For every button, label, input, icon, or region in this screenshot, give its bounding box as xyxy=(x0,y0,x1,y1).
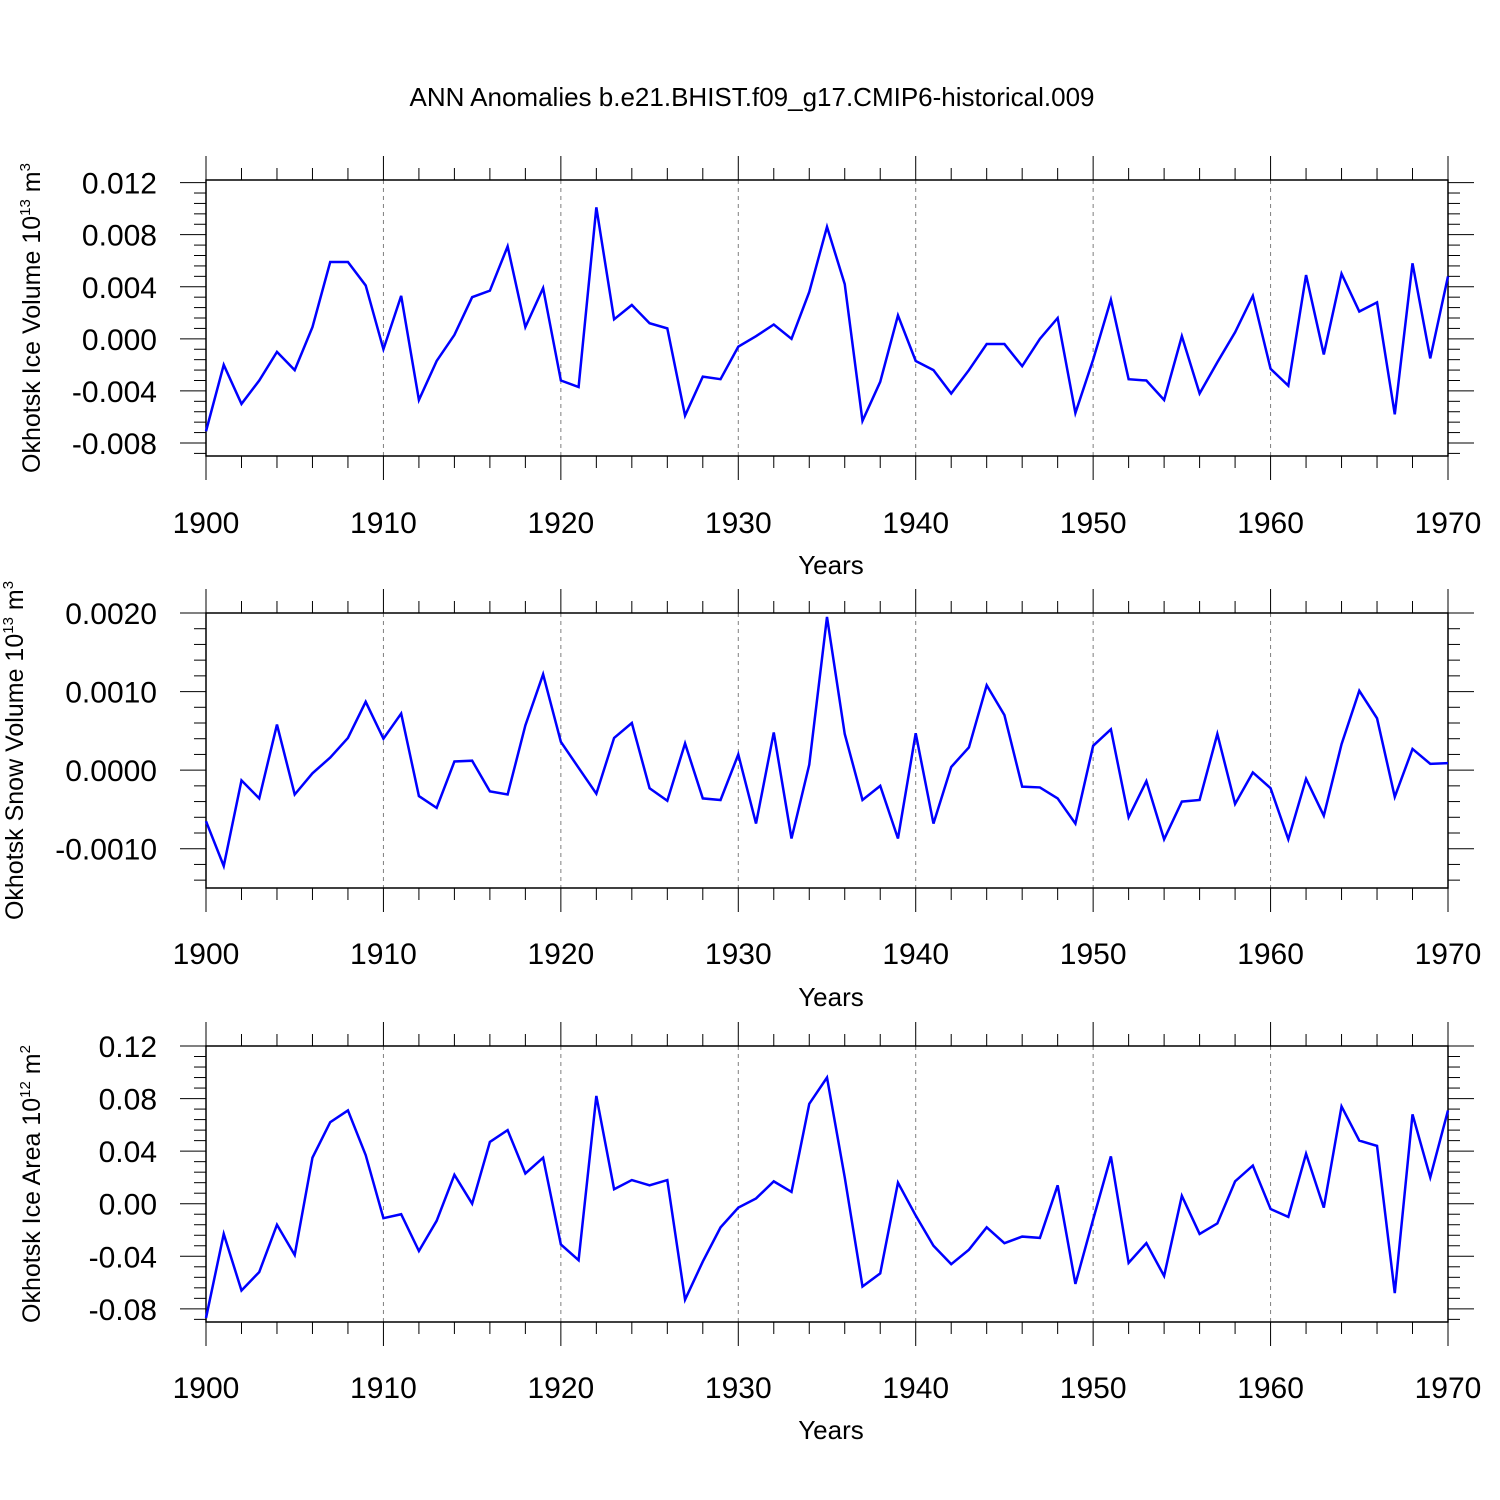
y-tick-label: -0.004 xyxy=(72,376,157,409)
x-tick-label: 1970 xyxy=(1415,507,1482,540)
y-axis-label-unit: m xyxy=(18,1053,46,1081)
y-axis-label-unit-exponent: 3 xyxy=(0,581,17,589)
x-tick-label: 1950 xyxy=(1060,938,1127,971)
x-axis-label: Years xyxy=(798,982,864,1012)
x-tick-label: 1940 xyxy=(882,1372,949,1405)
y-axis-label-unit: m xyxy=(18,171,46,199)
x-tick-label: 1920 xyxy=(527,507,594,540)
y-tick-label: 0.004 xyxy=(82,272,157,305)
plot-frame xyxy=(205,612,1449,889)
y-tick-label: -0.0010 xyxy=(55,834,157,867)
x-tick-label: 1910 xyxy=(350,1372,417,1405)
x-tick-label: 1940 xyxy=(882,938,949,971)
y-axis-label-unit-exponent: 3 xyxy=(17,163,34,171)
y-axis-label-text: Okhotsk Ice Area 10 xyxy=(18,1098,46,1323)
y-tick-label: -0.04 xyxy=(89,1241,157,1274)
x-tick-label: 1960 xyxy=(1237,507,1304,540)
y-tick-label: 0.12 xyxy=(99,1031,157,1064)
y-axis-label-text: Okhotsk Ice Volume 10 xyxy=(18,216,46,473)
y-tick-label: 0.0010 xyxy=(65,677,157,710)
x-tick-label: 1930 xyxy=(705,507,772,540)
x-tick-label: 1950 xyxy=(1060,1372,1127,1405)
series-line-1 xyxy=(204,1074,1450,1319)
y-tick-label: 0.0020 xyxy=(65,598,157,631)
y-tick-label: 0.0000 xyxy=(65,755,157,788)
x-tick-label: 1920 xyxy=(527,1372,594,1405)
x-tick-label: 1920 xyxy=(527,938,594,971)
chart-panel-3: 1900 1910 1920 1930 1940 1950 1960 1970 Years -0.… xyxy=(17,1022,1481,1445)
y-axis-label-exponent: 13 xyxy=(0,617,17,634)
x-tick-label: 1950 xyxy=(1060,507,1127,540)
plot-frame xyxy=(205,1045,1449,1323)
x-tick-label: 1960 xyxy=(1237,938,1304,971)
y-axis-label: Okhotsk Ice Volume 1013 m3 xyxy=(17,163,46,473)
x-tick-label: 1900 xyxy=(173,507,240,540)
y-axis-label-exponent: 12 xyxy=(17,1081,34,1098)
y-axis-label: Okhotsk Snow Volume 1013 m3 xyxy=(0,581,29,920)
x-tick-label: 1900 xyxy=(173,938,240,971)
chart-panel-2: 1900 1910 1920 1930 1940 1950 1960 1970 Years -0.… xyxy=(0,581,1481,1012)
x-tick-label: 1940 xyxy=(882,507,949,540)
x-tick-label: 1910 xyxy=(350,938,417,971)
figure-title: ANN Anomalies b.e21.BHIST.f09_g17.CMIP6-… xyxy=(409,82,1094,112)
y-tick-label: 0.012 xyxy=(82,168,157,201)
y-axis-label: Okhotsk Ice Area 1012 m2 xyxy=(17,1045,46,1323)
y-tick-label: 0.00 xyxy=(99,1189,157,1222)
x-tick-label: 1930 xyxy=(705,938,772,971)
x-tick-label: 1960 xyxy=(1237,1372,1304,1405)
x-tick-label: 1970 xyxy=(1415,1372,1482,1405)
series-line-1 xyxy=(204,207,1450,432)
x-tick-label: 1930 xyxy=(705,1372,772,1405)
y-axis-label-text: Okhotsk Snow Volume 10 xyxy=(1,634,29,920)
x-tick-label: 1910 xyxy=(350,507,417,540)
y-tick-label: -0.008 xyxy=(72,428,157,461)
x-tick-label: 1970 xyxy=(1415,938,1482,971)
y-axis-label-exponent: 13 xyxy=(17,199,34,216)
x-axis-label: Years xyxy=(798,550,864,580)
y-axis-label-unit: m xyxy=(1,589,29,617)
x-tick-label: 1900 xyxy=(173,1372,240,1405)
y-tick-label: -0.08 xyxy=(89,1294,157,1327)
y-tick-label: 0.008 xyxy=(82,220,157,253)
series-line-1 xyxy=(204,616,1449,871)
panels-group: 1900 1910 1920 1930 1940 1950 1960 1970 Years -0.… xyxy=(0,156,1481,1445)
x-axis-label: Years xyxy=(798,1415,864,1445)
plot-frame xyxy=(205,179,1449,457)
y-tick-label: 0.000 xyxy=(82,324,157,357)
chart-panel-1: 1900 1910 1920 1930 1940 1950 1960 1970 Years -0.… xyxy=(17,156,1481,580)
y-tick-label: 0.08 xyxy=(99,1084,157,1117)
y-axis-label-unit-exponent: 2 xyxy=(17,1045,34,1053)
y-tick-label: 0.04 xyxy=(99,1136,157,1169)
